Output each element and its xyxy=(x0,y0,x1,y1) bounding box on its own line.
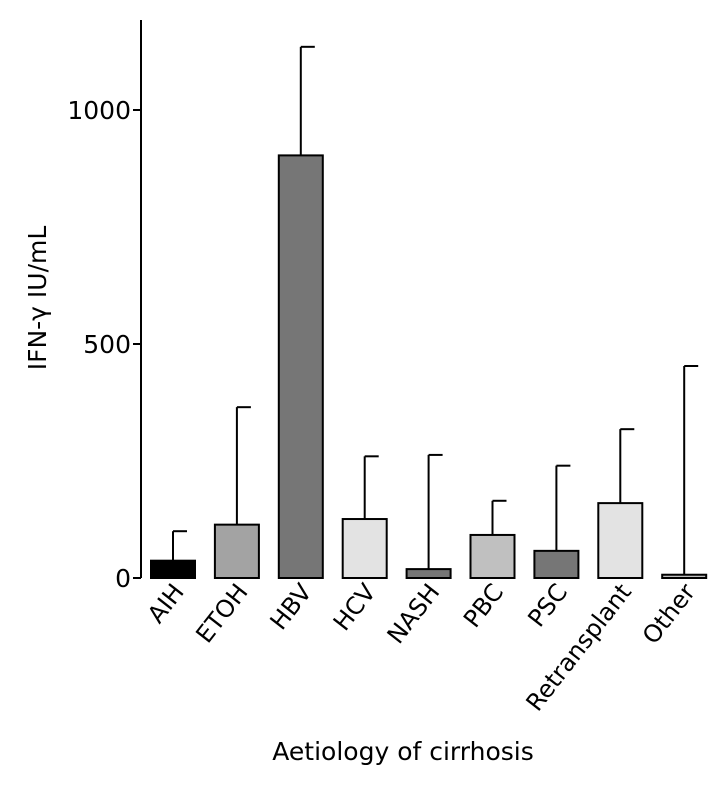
x-axis-title: Aetiology of cirrhosis xyxy=(272,737,534,766)
y-axis-title: IFN-γ IU/mL xyxy=(23,226,52,371)
y-tick-label: 500 xyxy=(83,330,131,359)
bar-retransplant xyxy=(597,502,644,579)
y-ticks: 0 500 1000 xyxy=(67,96,141,593)
y-tick-label: 0 xyxy=(115,564,131,593)
bar-psc xyxy=(533,549,580,580)
category-label-nash: NASH xyxy=(382,578,446,649)
bar-aih xyxy=(150,559,196,580)
bar-other xyxy=(661,573,708,579)
category-label-etoh: ETOH xyxy=(190,578,253,648)
error-bars xyxy=(172,45,699,575)
bar-nash xyxy=(405,568,452,579)
category-label-pbc: PBC xyxy=(458,578,509,632)
category-label-hbv: HBV xyxy=(265,578,318,635)
category-label-aih: AIH xyxy=(142,578,190,628)
category-label-hcv: HCV xyxy=(328,578,382,636)
bar-pbc xyxy=(469,533,516,579)
category-label-psc: PSC xyxy=(522,578,573,632)
bar-etoh xyxy=(213,523,260,580)
bar-hbv xyxy=(277,154,324,579)
category-label-other: Other xyxy=(637,578,701,649)
bar-hcv xyxy=(341,518,388,579)
y-tick-label: 1000 xyxy=(67,96,131,125)
bars xyxy=(150,154,708,580)
